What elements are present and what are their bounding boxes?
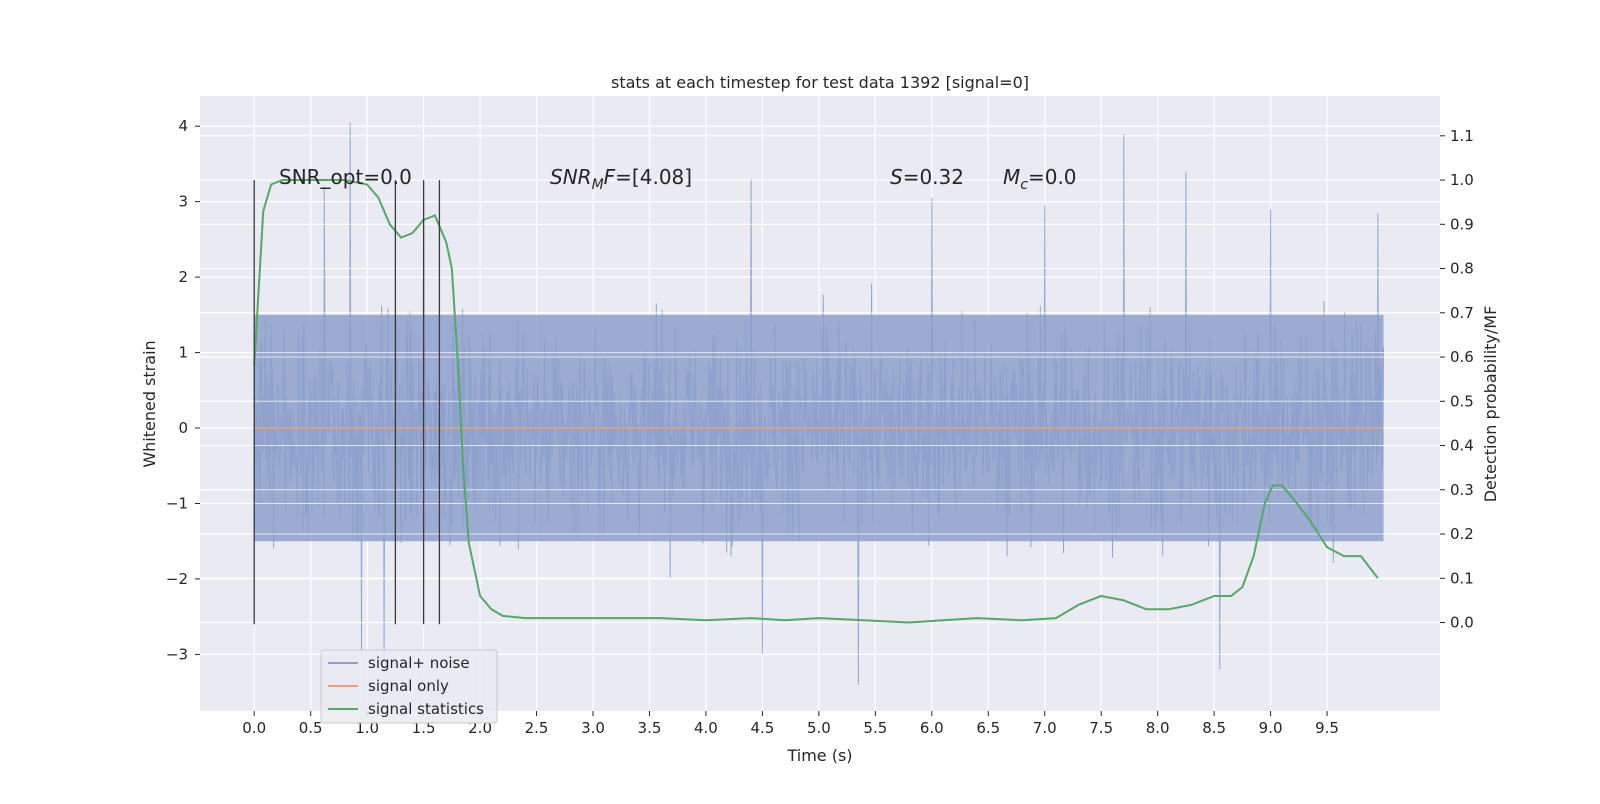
y-left-tick-label: −3 xyxy=(166,645,188,663)
y-left-tick-label: 3 xyxy=(178,193,188,211)
x-tick-label: 5.5 xyxy=(863,719,887,737)
snr-mf-var: SNR xyxy=(550,165,592,189)
x-tick-label: 0.0 xyxy=(242,719,266,737)
mc-value: =0.0 xyxy=(1028,165,1077,189)
y-left-tick-label: 2 xyxy=(178,268,188,286)
legend: signal+ noise signal only signal statist… xyxy=(320,649,498,724)
x-tick-label: 8.5 xyxy=(1202,719,1226,737)
axis-layer: 0.0 0.5 1.0 1.5 2.0 2.5 3.0 3.5 4.0 4.5 5.0 5.5 6.0 6… xyxy=(166,117,1474,737)
y-left-tick-label: −2 xyxy=(166,570,188,588)
mc-var: M xyxy=(1003,165,1020,189)
annotation-mc: Mc=0.0 xyxy=(1003,165,1077,193)
data-layer xyxy=(200,122,1440,685)
y-right-tick-label: 1.1 xyxy=(1450,127,1474,145)
x-tick-label: 8.0 xyxy=(1146,719,1170,737)
y-left-tick-label: 4 xyxy=(178,117,188,135)
x-tick-label: 3.0 xyxy=(581,719,605,737)
y-right-tick-label: 1.0 xyxy=(1450,171,1474,189)
legend-label-signal-noise: signal+ noise xyxy=(368,654,470,672)
y-right-tick-label: 0.3 xyxy=(1450,481,1474,499)
y-axis-label-right: Detection probability/MF xyxy=(1481,306,1500,503)
x-tick-label: 7.5 xyxy=(1089,719,1113,737)
y-left-tick-label: 0 xyxy=(178,419,188,437)
y-right-tick-label: 0.6 xyxy=(1450,348,1474,366)
x-axis-label: Time (s) xyxy=(786,746,852,765)
snr-mf-sub: M xyxy=(592,177,604,193)
annotation-snr-mf: SNRMF=[4.08] xyxy=(550,165,692,193)
legend-box xyxy=(320,649,498,724)
x-tick-label: 2.5 xyxy=(525,719,549,737)
y-right-tick-label: 0.9 xyxy=(1450,215,1474,233)
x-tick-label: 4.0 xyxy=(694,719,718,737)
y-right-tick-label: 0.2 xyxy=(1450,525,1474,543)
s-value: =0.32 xyxy=(903,165,964,189)
x-tick-label: 9.0 xyxy=(1259,719,1283,737)
legend-label-signal-statistics: signal statistics xyxy=(368,700,484,718)
series-signal-statistics-line xyxy=(253,179,1379,624)
y-axis-label-left: Whitened strain xyxy=(140,340,159,467)
y-left-tick-label: −1 xyxy=(166,494,188,512)
snr-mf-var2: F xyxy=(604,165,616,189)
annotation-snr-opt: SNR_opt=0.0 xyxy=(279,165,412,189)
s-var: S xyxy=(890,165,903,189)
x-tick-label: 0.5 xyxy=(299,719,323,737)
x-tick-label: 3.5 xyxy=(638,719,662,737)
y-right-tick-label: 0.5 xyxy=(1450,392,1474,410)
x-tick-label: 4.5 xyxy=(750,719,774,737)
x-tick-label: 6.5 xyxy=(976,719,1000,737)
snr-mf-value: =[4.08] xyxy=(615,165,692,189)
y-right-tick-label: 0.8 xyxy=(1450,260,1474,278)
x-tick-label: 6.0 xyxy=(920,719,944,737)
y-left-tick-label: 1 xyxy=(178,344,188,362)
y-right-tick-label: 0.4 xyxy=(1450,437,1474,455)
chart-title: stats at each timestep for test data 139… xyxy=(611,73,1029,92)
x-tick-label: 7.0 xyxy=(1033,719,1057,737)
y-right-tick-label: 0.1 xyxy=(1450,569,1474,587)
mc-sub: c xyxy=(1020,177,1028,193)
x-tick-label: 9.5 xyxy=(1315,719,1339,737)
legend-label-signal-only: signal only xyxy=(368,677,449,695)
annotation-s: S=0.32 xyxy=(890,165,964,189)
series-signal-noise-line xyxy=(253,122,1385,685)
x-tick-label: 5.0 xyxy=(807,719,831,737)
y-right-tick-label: 0.7 xyxy=(1450,304,1474,322)
y-right-tick-label: 0.0 xyxy=(1450,614,1474,632)
marker-layer xyxy=(253,180,441,625)
